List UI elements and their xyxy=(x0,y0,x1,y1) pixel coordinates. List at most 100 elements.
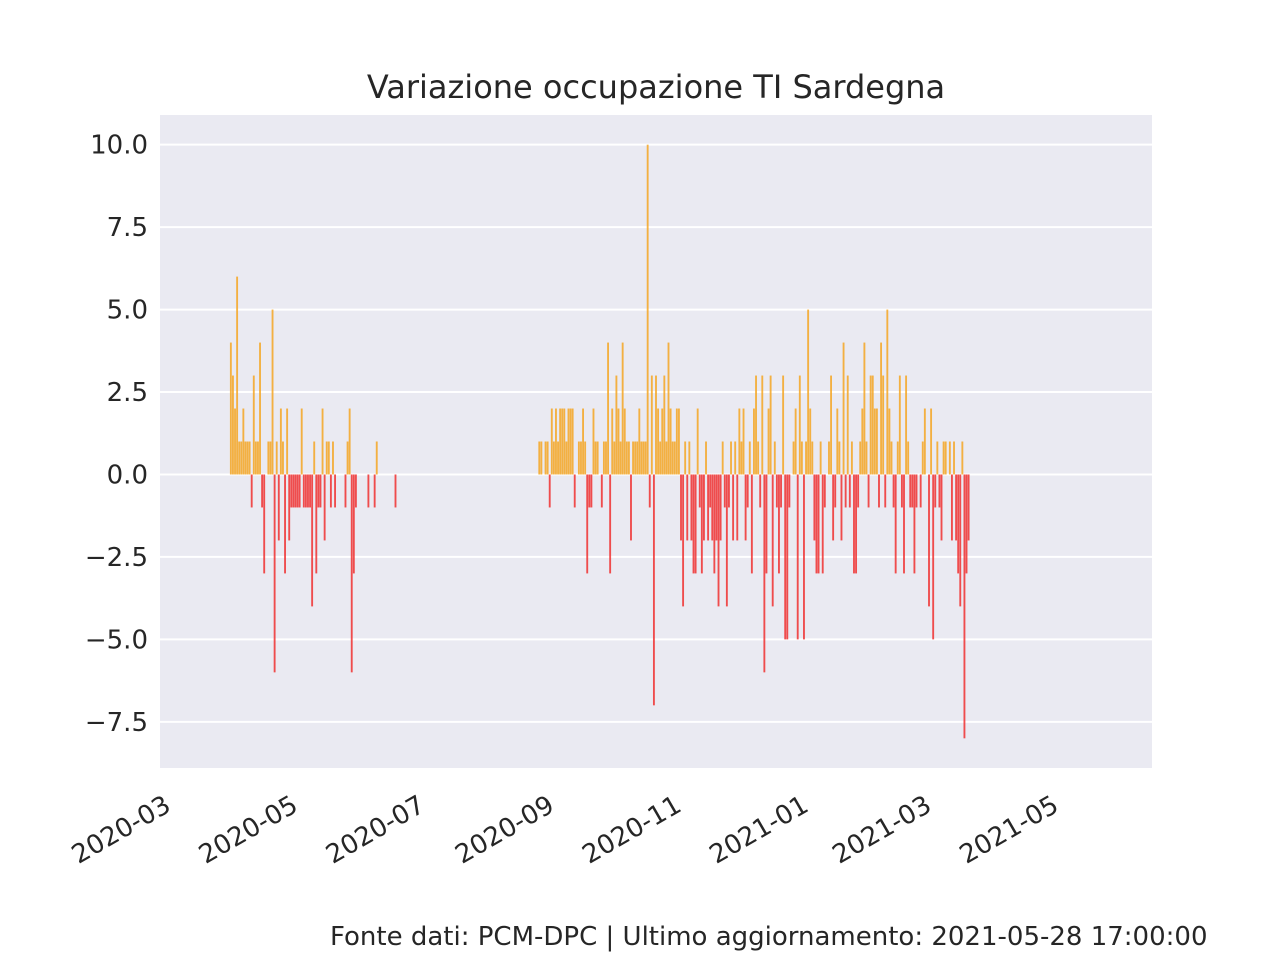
bar xyxy=(238,441,241,475)
bar xyxy=(259,342,261,475)
bar xyxy=(719,474,722,541)
bar xyxy=(621,342,624,475)
bar xyxy=(767,408,770,475)
bar xyxy=(903,474,905,574)
y-tick-label: 2.5 xyxy=(107,378,148,408)
bar xyxy=(788,474,791,508)
bar xyxy=(707,474,710,541)
bar xyxy=(782,375,785,475)
bar xyxy=(655,375,657,475)
bar xyxy=(232,375,234,475)
bar xyxy=(667,342,670,475)
bar xyxy=(288,474,291,541)
bar xyxy=(315,474,318,574)
bar xyxy=(888,408,891,475)
x-tick-label: 2021-01 xyxy=(705,790,814,870)
bar xyxy=(890,441,893,475)
x-tick-label: 2020-09 xyxy=(450,790,559,870)
bar xyxy=(728,474,730,508)
bar xyxy=(836,408,839,475)
bar xyxy=(607,342,610,475)
bar xyxy=(830,375,832,475)
bar xyxy=(948,441,951,475)
bar xyxy=(961,441,964,475)
bar xyxy=(694,474,697,574)
bar xyxy=(317,474,320,508)
bar xyxy=(323,474,326,541)
grid-lines xyxy=(160,143,1152,723)
bar xyxy=(673,441,676,475)
bar xyxy=(277,474,280,541)
chart-title: Variazione occupazione TI Sardegna xyxy=(367,68,945,106)
bar xyxy=(665,441,668,475)
bar xyxy=(690,474,693,541)
bar xyxy=(863,342,866,475)
bar xyxy=(867,474,870,508)
bar xyxy=(292,474,295,508)
bar xyxy=(569,408,572,475)
bar xyxy=(538,441,541,475)
bar xyxy=(878,474,880,508)
bar xyxy=(807,309,810,475)
bar xyxy=(875,408,878,475)
bar xyxy=(307,474,309,508)
bar xyxy=(775,474,778,508)
bar xyxy=(302,474,305,508)
bar xyxy=(573,474,576,508)
y-tick-label: 5.0 xyxy=(107,296,148,326)
bar xyxy=(905,375,908,475)
bar xyxy=(627,441,630,475)
bar xyxy=(557,441,559,475)
bar xyxy=(309,474,311,508)
bar xyxy=(692,474,695,574)
bar xyxy=(832,474,835,541)
bar xyxy=(648,474,651,508)
bar xyxy=(588,474,591,508)
bar xyxy=(696,408,699,475)
bar xyxy=(930,408,933,475)
bar xyxy=(823,474,826,508)
bar xyxy=(936,441,939,475)
bar xyxy=(815,474,818,574)
bar xyxy=(229,342,232,475)
bar xyxy=(944,441,947,475)
bar xyxy=(298,474,301,508)
bar xyxy=(555,408,557,475)
bar xyxy=(884,474,887,508)
bar xyxy=(279,408,282,475)
bar xyxy=(294,474,297,508)
bar xyxy=(778,474,780,574)
x-tick-label: 2020-07 xyxy=(321,790,430,870)
bar xyxy=(838,441,841,475)
bar xyxy=(261,474,264,508)
bar xyxy=(713,474,716,574)
bar xyxy=(350,474,353,673)
bar xyxy=(284,474,286,574)
bar xyxy=(657,408,660,475)
bar xyxy=(263,474,266,574)
bar xyxy=(909,474,912,508)
bar xyxy=(586,474,589,574)
bar xyxy=(590,474,593,508)
bar xyxy=(796,474,799,640)
bar xyxy=(786,474,789,640)
y-tick-label: 10.0 xyxy=(90,131,148,161)
bar xyxy=(671,441,674,475)
y-tick-label: 0.0 xyxy=(107,460,148,490)
bar xyxy=(861,408,864,475)
bar xyxy=(865,441,868,475)
bar xyxy=(705,441,707,475)
bar xyxy=(594,441,597,475)
bar xyxy=(548,474,551,508)
bar xyxy=(934,474,937,508)
bar xyxy=(242,408,245,475)
bar xyxy=(319,474,322,508)
bar xyxy=(792,441,795,475)
bar xyxy=(723,474,726,508)
bar xyxy=(311,474,314,607)
bar xyxy=(592,408,595,475)
bar xyxy=(571,408,574,475)
bar xyxy=(394,474,397,508)
bar xyxy=(769,375,772,475)
